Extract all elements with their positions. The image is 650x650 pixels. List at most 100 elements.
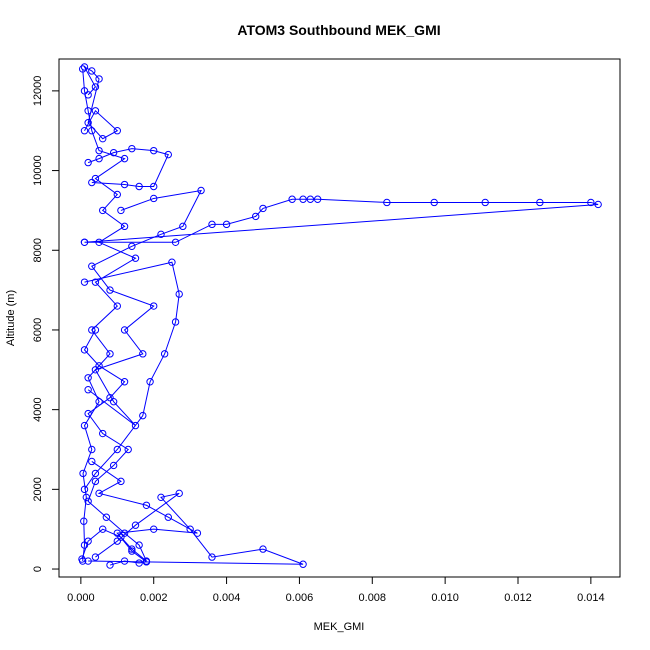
data-point [113, 445, 121, 454]
data-point [84, 91, 92, 99]
data-point [106, 561, 114, 569]
data-point [99, 134, 107, 143]
plot-area [78, 63, 602, 569]
data-point [91, 174, 100, 183]
data-point [79, 469, 87, 478]
data-point [113, 190, 121, 199]
data-point [128, 144, 136, 153]
data-point [99, 206, 107, 215]
data-point [109, 461, 118, 470]
data-point [91, 326, 100, 334]
data-point [102, 513, 111, 521]
data-point [139, 411, 147, 420]
series-layer [78, 63, 602, 569]
y-tick-label: 4000 [32, 397, 44, 421]
series-line [87, 148, 169, 188]
data-point [208, 220, 216, 229]
data-point [109, 148, 118, 157]
data-point [120, 154, 129, 163]
data-point [131, 254, 140, 262]
data-point [84, 409, 92, 418]
data-point [95, 154, 103, 163]
chart-title: ATOM3 Southbound MEK_GMI [237, 22, 440, 38]
data-point [88, 457, 96, 466]
series-8 [88, 457, 202, 569]
data-point [150, 182, 158, 191]
data-point [109, 397, 118, 406]
data-point [135, 182, 143, 191]
data-point [80, 278, 89, 286]
data-point [150, 146, 158, 155]
data-point [171, 238, 180, 246]
data-point [222, 220, 231, 229]
y-tick-label: 8000 [32, 238, 44, 262]
data-point [80, 485, 89, 494]
data-point [197, 186, 205, 195]
data-point [306, 195, 315, 203]
data-point [164, 513, 172, 521]
data-point [124, 445, 132, 454]
data-point [160, 350, 169, 358]
y-tick-label: 10000 [32, 155, 44, 186]
series-line [81, 329, 147, 562]
data-point [128, 547, 136, 555]
data-point [106, 286, 114, 294]
data-point [252, 212, 260, 221]
data-point [113, 537, 121, 545]
data-point [80, 63, 89, 71]
data-point [84, 537, 92, 545]
data-point [84, 497, 92, 505]
data-point [208, 553, 216, 561]
data-point [175, 290, 183, 298]
data-point [84, 158, 92, 167]
series-2 [78, 326, 151, 565]
series-line [87, 189, 202, 426]
data-point [91, 278, 100, 286]
data-point [113, 127, 121, 135]
data-point [117, 206, 125, 215]
data-point [95, 75, 103, 83]
data-point [171, 318, 180, 326]
data-point [106, 350, 114, 358]
data-point [135, 541, 143, 549]
data-point [91, 107, 100, 115]
series-7 [80, 63, 121, 143]
data-point [128, 545, 136, 553]
data-point [150, 194, 158, 203]
data-point [88, 262, 96, 270]
data-point [157, 230, 165, 239]
data-point [175, 489, 183, 498]
data-point [80, 541, 89, 549]
data-point [84, 557, 92, 565]
series-line [84, 261, 180, 490]
series-1 [78, 65, 140, 565]
data-point [84, 386, 92, 394]
data-point [80, 238, 89, 246]
data-point [288, 195, 296, 203]
data-point [150, 525, 158, 533]
data-point [536, 198, 544, 207]
y-tick-label: 6000 [32, 318, 44, 342]
x-axis-label: MEK_GMI [314, 621, 365, 633]
series-line [82, 68, 137, 562]
data-point [594, 200, 602, 209]
data-point [91, 366, 100, 374]
data-point [120, 557, 129, 565]
series-5 [80, 258, 183, 494]
data-point [120, 222, 129, 231]
x-tick-label: 0.010 [431, 592, 459, 604]
series-line [83, 65, 119, 140]
series-4 [84, 489, 307, 568]
data-point [80, 517, 88, 525]
data-point [179, 222, 187, 231]
y-axis-label: Altitude (m) [5, 290, 17, 346]
data-point [259, 545, 267, 553]
series-line [84, 198, 599, 243]
data-point [113, 302, 121, 310]
data-point [131, 521, 140, 529]
data-point [150, 302, 158, 310]
x-tick-label: 0.006 [286, 592, 314, 604]
x-tick-label: 0.004 [213, 592, 241, 604]
x-tick-label: 0.012 [504, 592, 532, 604]
